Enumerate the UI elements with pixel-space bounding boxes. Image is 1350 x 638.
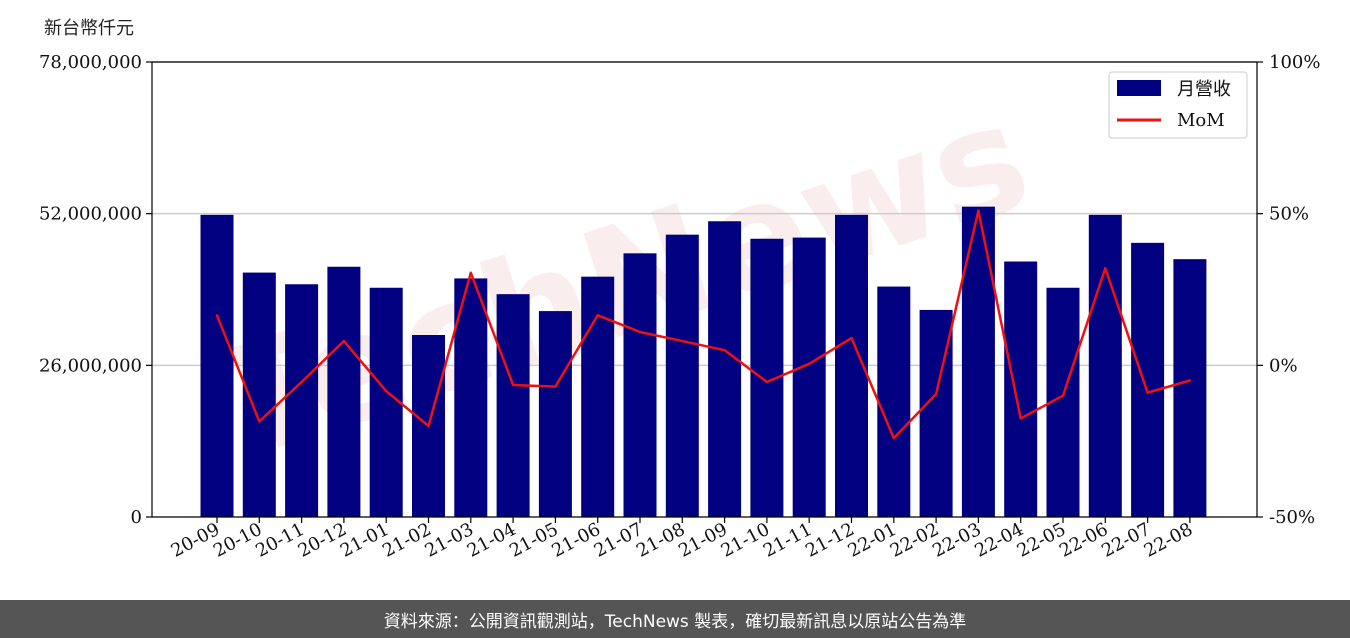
mom-point-21-02 <box>427 424 430 428</box>
chart-svg: TechNews 026,000,00052,000,00078,000,000… <box>39 52 1321 562</box>
mom-point-22-02 <box>934 392 938 396</box>
bar-21-07 <box>623 253 657 518</box>
right-tick-label: 100% <box>1269 52 1320 73</box>
legend-swatch-bar <box>1117 80 1161 96</box>
mom-point-22-06 <box>1104 267 1107 270</box>
bar-21-01 <box>369 287 403 517</box>
left-tick-label: 52,000,000 <box>39 204 142 225</box>
right-tick-label: 0% <box>1269 355 1298 376</box>
bar-21-05 <box>538 311 572 517</box>
mom-point-20-10 <box>258 420 261 423</box>
bar-22-07 <box>1131 242 1165 518</box>
mom-point-21-10 <box>765 380 769 384</box>
mom-point-21-12 <box>850 336 853 340</box>
right-tick-label: 50% <box>1269 204 1309 225</box>
mom-point-22-04 <box>1019 417 1022 420</box>
chart-area: TechNews 026,000,00052,000,00078,000,000… <box>39 18 1321 562</box>
mom-point-21-04 <box>511 383 515 387</box>
left-tick-label: 26,000,000 <box>39 355 142 376</box>
bar-21-06 <box>581 276 615 517</box>
left-tick-label: 78,000,000 <box>39 52 142 73</box>
bar-20-11 <box>285 284 319 517</box>
bar-21-11 <box>792 237 826 518</box>
mom-point-21-05 <box>554 385 557 388</box>
y-axis-unit-label: 新台幣仟元 <box>44 18 134 39</box>
mom-point-22-01 <box>892 436 895 440</box>
bar-21-03 <box>454 278 488 517</box>
bar-22-08 <box>1173 259 1207 517</box>
bar-22-04 <box>1004 261 1038 517</box>
mom-point-20-09 <box>215 314 219 317</box>
mom-point-22-05 <box>1061 394 1065 397</box>
footer-text: 資料來源：公開資訊觀測站，TechNews 製表，確切最新訊息以原站公告為準 <box>383 611 967 632</box>
mom-point-20-11 <box>300 380 303 384</box>
mom-point-22-07 <box>1146 391 1149 394</box>
mom-line <box>215 209 1191 440</box>
mom-point-21-01 <box>385 389 388 393</box>
left-tick-label: 0 <box>131 507 142 528</box>
x-tick-label-22-08: 22-08 <box>1141 519 1197 562</box>
mom-point-21-09 <box>723 348 726 352</box>
bar-21-08 <box>665 234 699 517</box>
mom-point-20-12 <box>342 339 346 343</box>
mom-point-21-03 <box>469 271 472 275</box>
mom-point-21-08 <box>681 339 684 343</box>
mom-point-22-08 <box>1188 379 1192 382</box>
mom-point-21-07 <box>638 330 642 334</box>
bar-22-01 <box>877 286 911 517</box>
mom-point-21-11 <box>808 362 811 366</box>
bar-21-09 <box>708 221 742 517</box>
right-tick-label: -50% <box>1269 507 1315 528</box>
legend-label-mom: MoM <box>1177 110 1225 131</box>
bar-21-04 <box>496 294 530 517</box>
source-footer: 資料來源：公開資訊觀測站，TechNews 製表，確切最新訊息以原站公告為準 <box>0 600 1350 638</box>
bar-20-12 <box>327 266 361 517</box>
bar-22-03 <box>961 206 995 517</box>
legend-label-revenue: 月營收 <box>1177 79 1231 100</box>
mom-point-21-06 <box>596 314 599 317</box>
bar-20-09 <box>200 214 234 518</box>
bar-22-06 <box>1088 214 1122 518</box>
mom-point-22-03 <box>977 209 980 212</box>
